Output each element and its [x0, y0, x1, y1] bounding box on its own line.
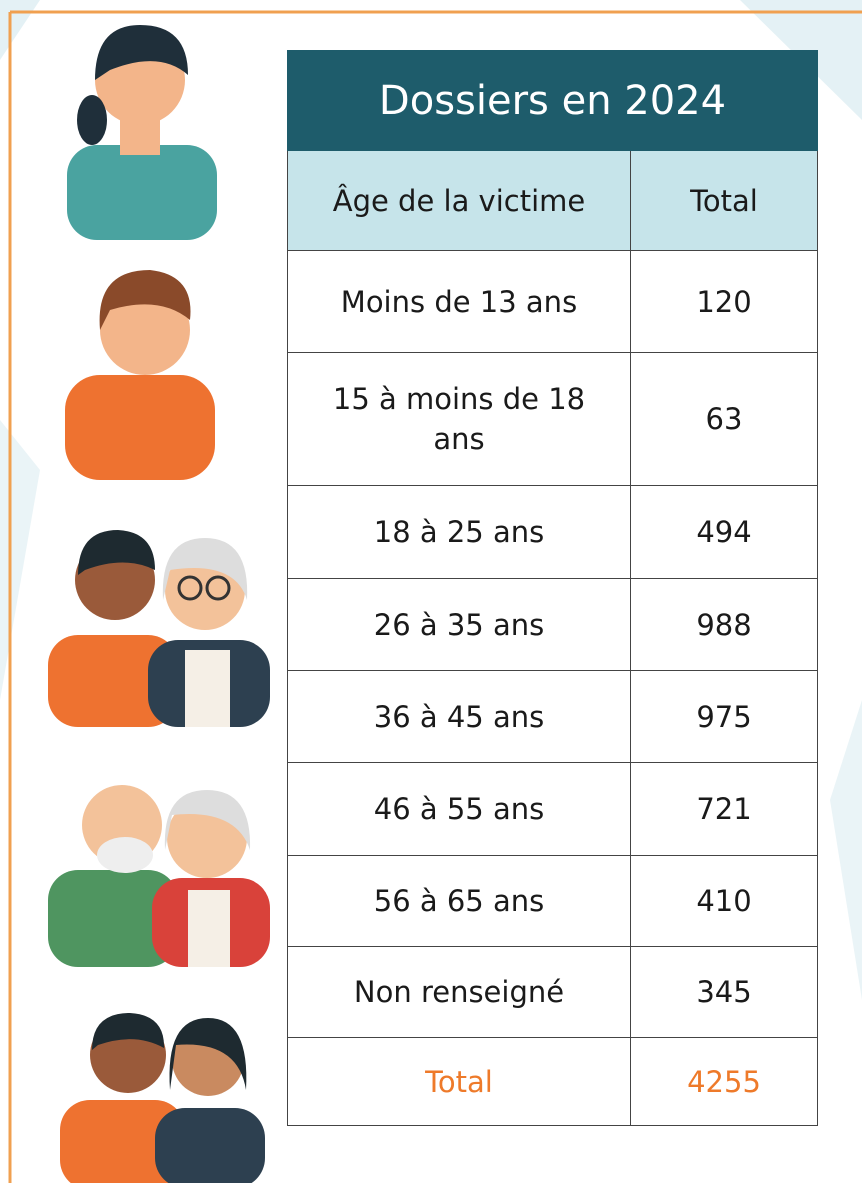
total-cell: 120 [630, 250, 818, 353]
table-title: Dossiers en 2024 [287, 50, 818, 151]
cell-text: 46 à 55 ans [373, 792, 545, 826]
total-cell: 721 [630, 762, 818, 856]
total-cell: 975 [630, 670, 818, 763]
cell-text: Moins de 13 ans [340, 284, 578, 319]
header-cell: Total [630, 150, 818, 251]
table-row: 15 à moins de 18 ans 63 [287, 352, 818, 486]
cell-text: 36 à 45 ans [373, 699, 545, 734]
person [48, 530, 270, 727]
total-cell: 494 [630, 485, 818, 579]
total-cell: 345 [630, 946, 818, 1038]
person [67, 25, 217, 240]
table-row: 18 à 25 ans 494 [287, 485, 818, 579]
cell-text: 18 à 25 ans [373, 515, 545, 549]
age-cell: 15 à moins de 18 ans [287, 352, 631, 486]
person [60, 1013, 265, 1183]
bg-shape [0, 420, 40, 700]
age-cell: 46 à 55 ans [287, 762, 631, 856]
age-cell: 18 à 25 ans [287, 485, 631, 579]
age-cell: 26 à 35 ans [287, 578, 631, 671]
cell-text: Non renseigné [353, 975, 565, 1009]
total-cell: 988 [630, 578, 818, 671]
cell-text: 56 à 65 ans [373, 884, 545, 918]
age-cell: Non renseigné [287, 946, 631, 1038]
person [48, 785, 270, 967]
table-row: 56 à 65 ans 410 [287, 855, 818, 947]
total-cell: 63 [630, 352, 818, 486]
person [65, 270, 215, 480]
table-row: Non renseigné 345 [287, 946, 818, 1038]
header-cell: Âge de la victime [287, 150, 631, 251]
age-cell: 36 à 45 ans [287, 670, 631, 763]
table-row: 36 à 45 ans 975 [287, 670, 818, 763]
age-cell: Moins de 13 ans [287, 250, 631, 353]
bg-shape [0, 0, 40, 60]
cell-text: 15 à moins de 18 ans [332, 382, 586, 456]
table-row: 26 à 35 ans 988 [287, 578, 818, 671]
cell-text: 26 à 35 ans [373, 607, 545, 642]
title-row: Dossiers en 2024 [287, 50, 818, 151]
data-table: Dossiers en 2024 Âge de la victime Total… [287, 50, 818, 1126]
total-cell: 4255 [630, 1037, 818, 1126]
bg-shape [830, 700, 862, 1000]
age-cell: Total [287, 1037, 631, 1126]
table-row: Moins de 13 ans 120 [287, 250, 818, 353]
age-cell: 56 à 65 ans [287, 855, 631, 947]
table-row: Total 4255 [287, 1037, 818, 1126]
total-cell: 410 [630, 855, 818, 947]
table-row: 46 à 55 ans 721 [287, 762, 818, 856]
header-row: Âge de la victime Total [287, 150, 818, 251]
